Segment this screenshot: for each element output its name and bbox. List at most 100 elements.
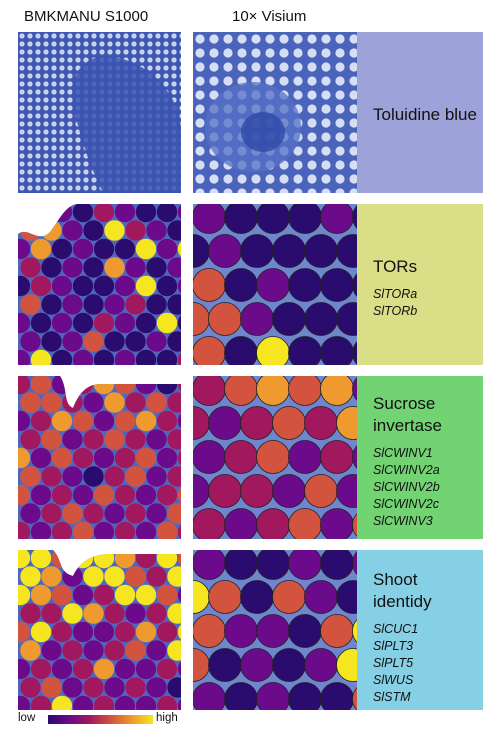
spot [30,584,52,606]
spot [145,465,168,488]
spot [40,602,63,625]
spot [177,204,181,223]
spot [114,447,136,469]
spot [320,440,354,474]
label-toluidine: Toluidine blue [357,32,483,193]
spot [61,256,84,279]
spot [256,508,290,539]
spot [240,648,274,682]
spot [336,580,357,614]
spot [114,658,136,680]
gene-label: SlCWINV1 [373,446,433,460]
spot [61,330,84,353]
spot [72,238,94,260]
spot [61,465,84,488]
gene-list-invertase: SlCWINV1 SlCWINV2a SlCWINV2b SlCWINV2c S… [373,445,483,530]
spot [156,275,178,297]
gene-label: SlTORb [373,304,418,318]
spot [240,234,274,268]
spot [30,447,52,469]
spot [30,312,52,334]
spot [336,648,357,682]
spot [124,602,147,625]
spot [256,376,290,406]
spot [51,275,73,297]
spot [320,336,354,365]
spot [103,602,126,625]
spot [72,410,94,432]
spot [93,658,115,680]
row-title-invertase: Sucrose invertase [373,394,442,435]
spot [320,376,354,406]
spot [40,465,63,488]
spot [72,584,94,606]
spot [61,676,84,699]
spot [177,484,181,506]
spot [93,376,115,395]
spot [51,484,73,506]
invertase-visium-heatmap [193,376,357,539]
spot [145,502,168,525]
spot [177,621,181,643]
spot [30,621,52,643]
spot [135,658,157,680]
spot [103,256,126,279]
row-title-toluidine: Toluidine blue [373,105,477,124]
spot [93,521,115,539]
spot [156,484,178,506]
spot [256,268,290,302]
spot [19,293,42,316]
spot [166,391,181,414]
spot [166,293,181,316]
spot [82,330,105,353]
spot [19,256,42,279]
spot [124,676,147,699]
spot [193,440,226,474]
spot [61,219,84,242]
gene-label: SlPLT3 [373,639,414,653]
spot [114,275,136,297]
color-legend: low high [18,712,188,728]
spot [272,302,306,336]
spot [320,614,354,648]
spot [93,447,115,469]
shoot-s1000-heatmap [18,550,181,710]
spot [304,406,338,440]
spot [18,204,31,223]
spot [124,219,147,242]
spot [93,550,115,569]
spot [30,484,52,506]
spot [19,428,42,451]
panel-visium-invertase [193,376,357,539]
tors-s1000-heatmap [18,204,181,365]
legend-high-label: high [156,712,178,724]
spot [256,336,290,365]
header-right: 10× Visium [232,8,307,25]
spot [72,550,94,569]
spot [72,275,94,297]
spot [30,521,52,539]
gene-label: SlSTM [373,690,411,704]
spot [240,474,274,508]
spot [304,648,338,682]
spot [224,204,258,234]
spot [256,550,290,580]
spot [72,521,94,539]
spot [166,428,181,451]
spot [93,275,115,297]
spot [145,330,168,353]
spot [93,238,115,260]
spot [51,312,73,334]
spot [288,508,322,539]
spot [156,204,178,223]
label-shoot: Shoot identidy SlCUC1 SlPLT3 SlPLT5 SlWU… [357,550,483,710]
label-tors: TORs SlTORa SlTORb [357,204,483,365]
gene-label: SlCWINV2b [373,480,440,494]
spot [61,565,84,588]
spot [114,410,136,432]
spot [208,580,242,614]
spot [93,410,115,432]
spot [103,465,126,488]
spot [193,550,226,580]
spot [336,302,357,336]
